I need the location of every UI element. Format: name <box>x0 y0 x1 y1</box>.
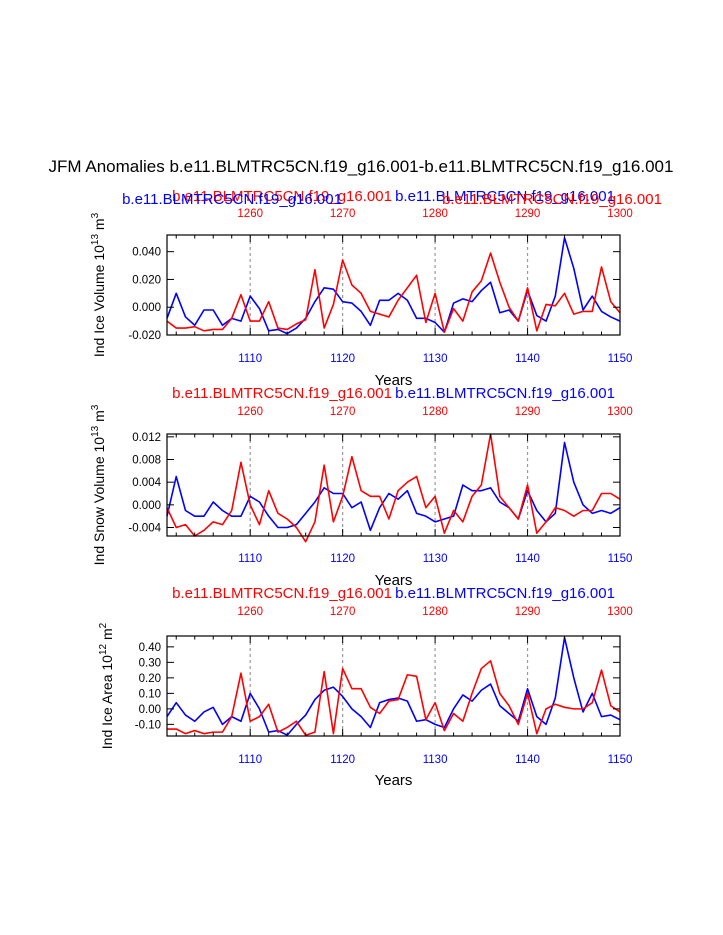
y-axis-label: Ind Ice Area 1012 m2 <box>98 622 115 749</box>
x-axis-label: Years <box>375 372 413 389</box>
x-tick-label-bottom: 1140 <box>515 754 540 766</box>
plot-frame <box>166 234 621 336</box>
series-line-red <box>166 433 621 543</box>
x-tick-label-bottom: 1130 <box>423 754 448 766</box>
x-tick-label-bottom: 1110 <box>238 754 262 766</box>
x-tick-label-bottom: 1150 <box>608 754 633 766</box>
series-line-blue <box>166 636 621 737</box>
y-axis-label: Ind Snow Volume 1013 m3 <box>90 404 107 565</box>
x-tick-label-bottom: 1140 <box>515 353 540 365</box>
panel-title-red: b.e11.BLMTRC5CN.f19_g16.001 <box>172 585 392 602</box>
x-tick-label-bottom: 1120 <box>330 754 355 766</box>
y-axis-label: Ind Ice Volume 1013 m3 <box>90 212 107 357</box>
x-tick-label-top: 1290 <box>515 606 541 618</box>
y-tick-label: -0.10 <box>135 719 161 731</box>
panel-title-blue-2: b.e11.BLMTRC5CN.f19_g16.001 <box>122 191 342 208</box>
x-tick-label-bottom: 1110 <box>238 353 262 365</box>
y-tick-label: 0.008 <box>132 455 161 467</box>
y-tick-label: 0.020 <box>132 274 161 286</box>
plot-frame <box>166 433 621 537</box>
panel-title-blue: b.e11.BLMTRC5CN.f19_g16.001 <box>395 188 615 205</box>
y-tick-label: 0.10 <box>139 688 161 700</box>
x-tick-label-top: 1300 <box>607 406 633 418</box>
panel-2: -0.004 0.000 0.004 0.008 0.012 1110 1120 1130 11… <box>90 385 633 589</box>
x-tick-label-top: 1280 <box>422 406 448 418</box>
y-tick-label: 0.30 <box>139 657 161 669</box>
x-tick-label-top: 1290 <box>515 406 541 418</box>
x-tick-label-top: 1300 <box>607 208 633 220</box>
x-tick-label-top: 1270 <box>330 606 356 618</box>
plot-frame <box>166 635 621 737</box>
panel-title-red: b.e11.BLMTRC5CN.f19_g16.001 <box>172 188 392 205</box>
y-tick-label: 0.20 <box>139 673 161 685</box>
x-tick-label-top: 1270 <box>330 208 356 220</box>
panel-1: -0.020 0.000 0.020 0.040 1110 1120 1130 1140 115… <box>90 188 662 389</box>
x-axis-label: Years <box>375 772 413 789</box>
panel-title-blue: b.e11.BLMTRC5CN.f19_g16.001 <box>395 385 615 402</box>
series-line-red <box>167 660 621 737</box>
x-tick-label-top: 1260 <box>237 406 263 418</box>
panel-title-red: b.e11.BLMTRC5CN.f19_g16.001 <box>172 385 392 402</box>
x-tick-label-top: 1290 <box>515 208 541 220</box>
y-tick-label: -0.020 <box>128 330 161 342</box>
x-tick-label-top: 1270 <box>330 406 356 418</box>
x-tick-label-bottom: 1120 <box>330 553 355 565</box>
x-tick-label-bottom: 1140 <box>515 553 540 565</box>
y-tick-label: 0.40 <box>139 642 161 654</box>
x-tick-label-bottom: 1130 <box>423 353 448 365</box>
x-tick-label-bottom: 1150 <box>608 553 633 565</box>
y-tick-label: 0.00 <box>139 704 161 716</box>
x-tick-label-top: 1280 <box>422 606 448 618</box>
x-tick-label-top: 1260 <box>237 208 263 220</box>
panel-title-red-2: b.e11.BLMTRC5CN.f19_g16.001 <box>442 191 662 208</box>
x-tick-label-top: 1300 <box>607 606 633 618</box>
x-tick-label-bottom: 1120 <box>330 353 355 365</box>
y-tick-label: 0.040 <box>132 247 161 259</box>
y-tick-label: -0.004 <box>128 523 161 535</box>
x-tick-label-bottom: 1130 <box>423 553 448 565</box>
series-line-red <box>166 252 621 334</box>
y-tick-label: 0.004 <box>132 477 161 489</box>
panel-title-blue: b.e11.BLMTRC5CN.f19_g16.001 <box>395 585 615 602</box>
x-tick-label-top: 1280 <box>422 208 448 220</box>
x-axis-label: Years <box>375 572 413 589</box>
main-title: JFM Anomalies b.e11.BLMTRC5CN.f19_g16.00… <box>49 157 674 176</box>
series-line-blue <box>166 441 621 532</box>
x-tick-label-bottom: 1150 <box>608 353 633 365</box>
y-tick-label: 0.000 <box>132 500 161 512</box>
y-tick-label: 0.012 <box>132 432 161 444</box>
x-tick-label-bottom: 1110 <box>238 553 262 565</box>
series-line-blue <box>166 236 621 335</box>
y-tick-label: 0.000 <box>132 302 161 314</box>
panel-3: -0.10 0.00 0.10 0.20 0.30 0.40 1110 1120 1130 114… <box>98 585 633 789</box>
x-tick-label-top: 1260 <box>237 606 263 618</box>
